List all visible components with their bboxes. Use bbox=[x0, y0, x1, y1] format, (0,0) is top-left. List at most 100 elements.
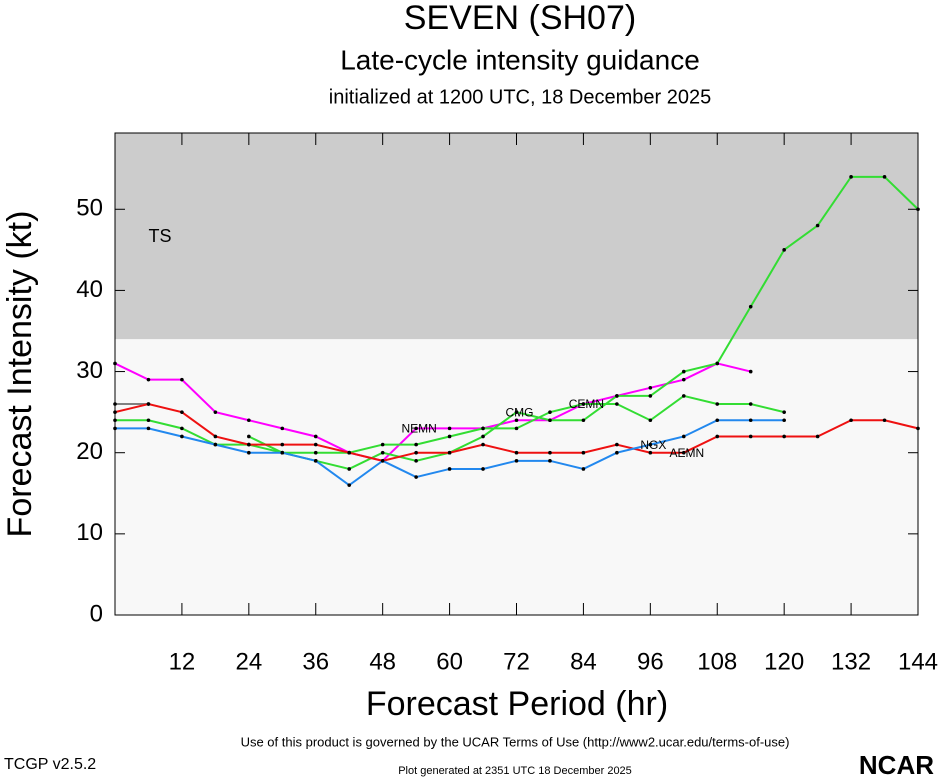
series-point bbox=[380, 442, 385, 447]
series-point bbox=[280, 450, 285, 455]
x-tick-label: 36 bbox=[302, 648, 329, 675]
series-point bbox=[681, 434, 686, 439]
series-line bbox=[114, 362, 751, 462]
series-label: CEMN bbox=[569, 397, 604, 411]
series-point bbox=[380, 459, 385, 463]
series-point bbox=[414, 442, 418, 447]
x-tick-label: 48 bbox=[369, 648, 396, 675]
series-point bbox=[347, 483, 352, 487]
init-label: initialized at 1200 UTC, 18 December 202… bbox=[329, 86, 711, 108]
series-point bbox=[113, 402, 117, 406]
series-point bbox=[648, 450, 653, 455]
series-point bbox=[882, 418, 887, 423]
x-tick-label: 60 bbox=[436, 648, 463, 675]
series-point bbox=[715, 418, 720, 423]
series-point bbox=[782, 248, 786, 252]
series-label: NGX bbox=[640, 438, 666, 452]
y-tick-label: 0 bbox=[90, 600, 103, 627]
x-tick-label: 96 bbox=[637, 648, 664, 675]
chart-subtitle: Late-cycle intensity guidance bbox=[340, 44, 700, 75]
series-point bbox=[213, 410, 218, 414]
series-point bbox=[514, 450, 519, 455]
y-tick-label: 50 bbox=[76, 195, 103, 222]
series-point bbox=[481, 442, 485, 447]
y-tick-label: 10 bbox=[76, 519, 103, 546]
y-tick-label: 40 bbox=[76, 276, 103, 303]
series-point bbox=[247, 434, 251, 439]
series-point bbox=[681, 377, 686, 382]
series-point bbox=[180, 377, 184, 382]
series-point bbox=[247, 442, 251, 447]
series-point bbox=[615, 450, 619, 455]
logo: NCAR bbox=[859, 750, 934, 780]
series-point bbox=[782, 418, 786, 423]
series-point bbox=[247, 418, 251, 423]
generated: Plot generated at 2351 UTC 18 December 2… bbox=[398, 765, 632, 777]
series-point bbox=[782, 410, 786, 414]
series-point bbox=[748, 304, 753, 309]
series-point bbox=[916, 207, 920, 212]
series-point bbox=[548, 450, 552, 455]
series-point bbox=[213, 434, 218, 439]
series-point bbox=[782, 434, 786, 439]
series-point bbox=[146, 426, 151, 431]
series-label: AEMN bbox=[669, 446, 704, 460]
series-point bbox=[414, 450, 418, 455]
series-point bbox=[648, 394, 653, 398]
series-point bbox=[447, 467, 452, 471]
series-point bbox=[681, 394, 686, 398]
series-point bbox=[581, 402, 586, 406]
terms: Use of this product is governed by the U… bbox=[241, 734, 790, 749]
series-point bbox=[280, 442, 285, 447]
series-point bbox=[313, 459, 318, 463]
series-point bbox=[648, 442, 653, 447]
series-point bbox=[113, 361, 117, 366]
version: TCGP v2.5.2 bbox=[4, 756, 96, 773]
band-label: TS bbox=[148, 226, 171, 246]
series-point bbox=[180, 410, 184, 414]
series-point bbox=[481, 426, 485, 431]
series-point bbox=[447, 426, 452, 431]
series-point bbox=[347, 450, 352, 455]
x-tick-label: 144 bbox=[898, 648, 938, 675]
series-point bbox=[514, 426, 519, 431]
series-point bbox=[414, 475, 418, 479]
series-point bbox=[113, 410, 117, 414]
x-tick-label: 72 bbox=[503, 648, 530, 675]
series-point bbox=[715, 402, 720, 406]
series-label: CMG bbox=[506, 405, 534, 419]
series-point bbox=[849, 418, 853, 423]
series-point bbox=[548, 418, 552, 423]
series-point bbox=[882, 175, 887, 179]
series-point bbox=[146, 377, 151, 382]
series-point bbox=[247, 450, 251, 455]
series-point bbox=[481, 434, 485, 439]
series-point bbox=[748, 434, 753, 439]
series-point bbox=[849, 175, 853, 179]
series-point bbox=[648, 385, 653, 390]
series-point bbox=[548, 459, 552, 463]
series-point bbox=[748, 418, 753, 423]
series-point bbox=[681, 369, 686, 374]
series-point bbox=[715, 434, 720, 439]
series-point bbox=[380, 450, 385, 455]
series-point bbox=[548, 410, 552, 414]
series-point bbox=[615, 394, 619, 398]
x-tick-label: 84 bbox=[570, 648, 597, 675]
series-point bbox=[213, 442, 218, 447]
series-point bbox=[481, 467, 485, 471]
series-point bbox=[414, 426, 418, 431]
series-point bbox=[748, 402, 753, 406]
series-point bbox=[347, 467, 352, 471]
y-tick-label: 20 bbox=[76, 438, 103, 465]
series-point bbox=[146, 418, 151, 423]
series-point bbox=[447, 450, 452, 455]
series-point bbox=[581, 418, 586, 423]
series-point bbox=[615, 442, 619, 447]
series-point bbox=[447, 434, 452, 439]
series-label: NEMN bbox=[401, 422, 436, 436]
series-point bbox=[180, 426, 184, 431]
x-tick-label: 24 bbox=[235, 648, 262, 675]
series-point bbox=[414, 459, 418, 463]
series-point bbox=[313, 450, 318, 455]
